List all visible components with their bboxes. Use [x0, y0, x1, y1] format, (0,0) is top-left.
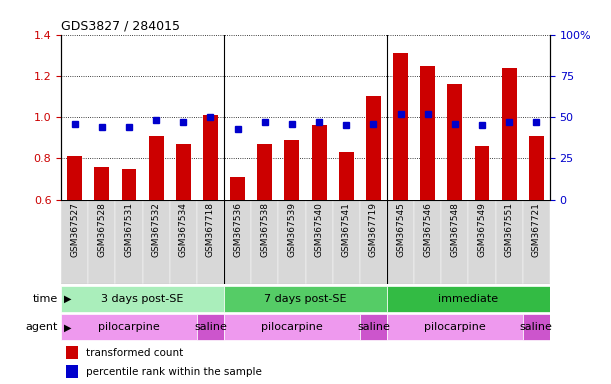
Text: GSM367539: GSM367539	[287, 202, 296, 257]
Bar	[475, 146, 489, 200]
Bar	[387, 314, 523, 340]
Bar	[420, 66, 435, 200]
Text: GSM367527: GSM367527	[70, 202, 79, 257]
Text: saline: saline	[194, 322, 227, 333]
Bar	[387, 286, 550, 311]
Bar	[224, 314, 360, 340]
Bar	[66, 346, 78, 359]
Bar	[312, 125, 326, 200]
Bar	[61, 286, 224, 311]
Bar	[332, 200, 360, 284]
Bar	[257, 144, 273, 200]
Text: GSM367540: GSM367540	[315, 202, 324, 257]
Text: immediate: immediate	[438, 293, 499, 304]
Text: time: time	[33, 293, 58, 304]
Bar	[523, 200, 550, 284]
Bar	[197, 200, 224, 284]
Bar	[197, 314, 224, 340]
Text: GSM367545: GSM367545	[396, 202, 405, 257]
Text: saline: saline	[357, 322, 390, 333]
Text: ▶: ▶	[64, 322, 71, 333]
Bar	[306, 200, 332, 284]
Text: transformed count: transformed count	[86, 348, 183, 358]
Text: GSM367548: GSM367548	[450, 202, 459, 257]
Bar	[393, 53, 408, 200]
Bar	[285, 140, 299, 200]
Bar	[447, 84, 463, 200]
Bar	[496, 200, 523, 284]
Bar	[142, 200, 170, 284]
Text: GSM367719: GSM367719	[369, 202, 378, 257]
Text: GDS3827 / 284015: GDS3827 / 284015	[61, 19, 180, 32]
Text: 3 days post-SE: 3 days post-SE	[101, 293, 184, 304]
Text: GSM367551: GSM367551	[505, 202, 514, 257]
Text: ▶: ▶	[64, 293, 71, 304]
Bar	[502, 68, 517, 200]
Text: GSM367721: GSM367721	[532, 202, 541, 257]
Bar	[387, 200, 414, 284]
Text: GSM367536: GSM367536	[233, 202, 242, 257]
Text: pilocarpine: pilocarpine	[261, 322, 323, 333]
Text: agent: agent	[26, 322, 58, 333]
Bar	[360, 200, 387, 284]
Bar	[170, 200, 197, 284]
Bar	[366, 96, 381, 200]
Bar	[176, 144, 191, 200]
Bar	[67, 156, 82, 200]
Text: GSM367541: GSM367541	[342, 202, 351, 257]
Bar	[441, 200, 469, 284]
Bar	[88, 200, 115, 284]
Text: GSM367531: GSM367531	[125, 202, 133, 257]
Bar	[414, 200, 441, 284]
Bar	[224, 286, 387, 311]
Text: GSM367549: GSM367549	[478, 202, 486, 257]
Text: GSM367534: GSM367534	[179, 202, 188, 257]
Bar	[94, 167, 109, 200]
Bar	[230, 177, 245, 200]
Bar	[338, 152, 354, 200]
Text: 7 days post-SE: 7 days post-SE	[264, 293, 347, 304]
Text: percentile rank within the sample: percentile rank within the sample	[86, 367, 262, 377]
Text: GSM367546: GSM367546	[423, 202, 432, 257]
Text: GSM367532: GSM367532	[152, 202, 161, 257]
Text: GSM367718: GSM367718	[206, 202, 215, 257]
Text: pilocarpine: pilocarpine	[424, 322, 486, 333]
Bar	[115, 200, 142, 284]
Bar	[251, 200, 279, 284]
Bar	[469, 200, 496, 284]
Bar	[122, 169, 136, 200]
Bar	[66, 365, 78, 378]
Bar	[224, 200, 251, 284]
Text: GSM367528: GSM367528	[97, 202, 106, 257]
Bar	[148, 136, 164, 200]
Bar	[61, 314, 197, 340]
Text: pilocarpine: pilocarpine	[98, 322, 160, 333]
Bar	[529, 136, 544, 200]
Bar	[203, 115, 218, 200]
Bar	[523, 314, 550, 340]
Bar	[61, 200, 88, 284]
Text: GSM367538: GSM367538	[260, 202, 269, 257]
Text: saline: saline	[520, 322, 553, 333]
Bar	[360, 314, 387, 340]
Bar	[279, 200, 306, 284]
